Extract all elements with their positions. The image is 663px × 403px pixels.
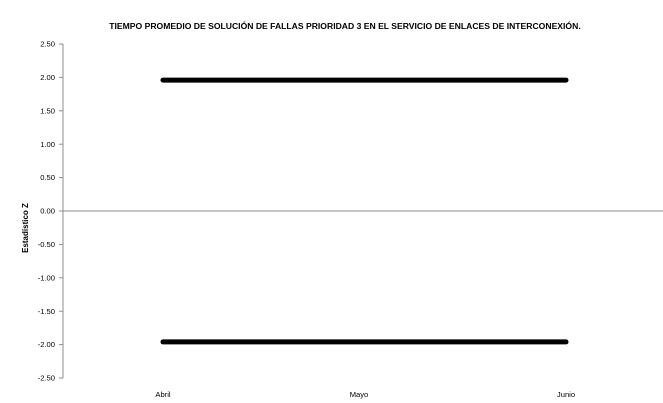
y-tick-label: -0.50 (38, 240, 55, 249)
x-tick-label: Mayo (350, 390, 369, 399)
y-tick-label: 1.00 (40, 140, 55, 149)
x-tick-label: Abril (155, 390, 171, 399)
y-axis-title: Estadístico Z (21, 203, 30, 253)
y-tick-label: 2.50 (40, 40, 55, 49)
y-tick-label: 0.00 (40, 207, 55, 216)
x-tick-label: Junio (557, 390, 575, 399)
y-tick-label: -2.00 (38, 340, 55, 349)
y-tick-label: 1.50 (40, 106, 55, 115)
chart-title: TIEMPO PROMEDIO DE SOLUCIÓN DE FALLAS PR… (109, 20, 580, 31)
y-tick-label: -2.50 (38, 374, 55, 383)
y-tick-label: -1.50 (38, 307, 55, 316)
plot-area: 2.50 2.00 1.50 1.00 0.50 0.00 -0.50 -1.00 -1.50 -… (38, 40, 663, 399)
y-tick-label: 2.00 (40, 73, 55, 82)
y-tick-label: -1.00 (38, 273, 55, 282)
y-tick-label: 0.50 (40, 173, 55, 182)
